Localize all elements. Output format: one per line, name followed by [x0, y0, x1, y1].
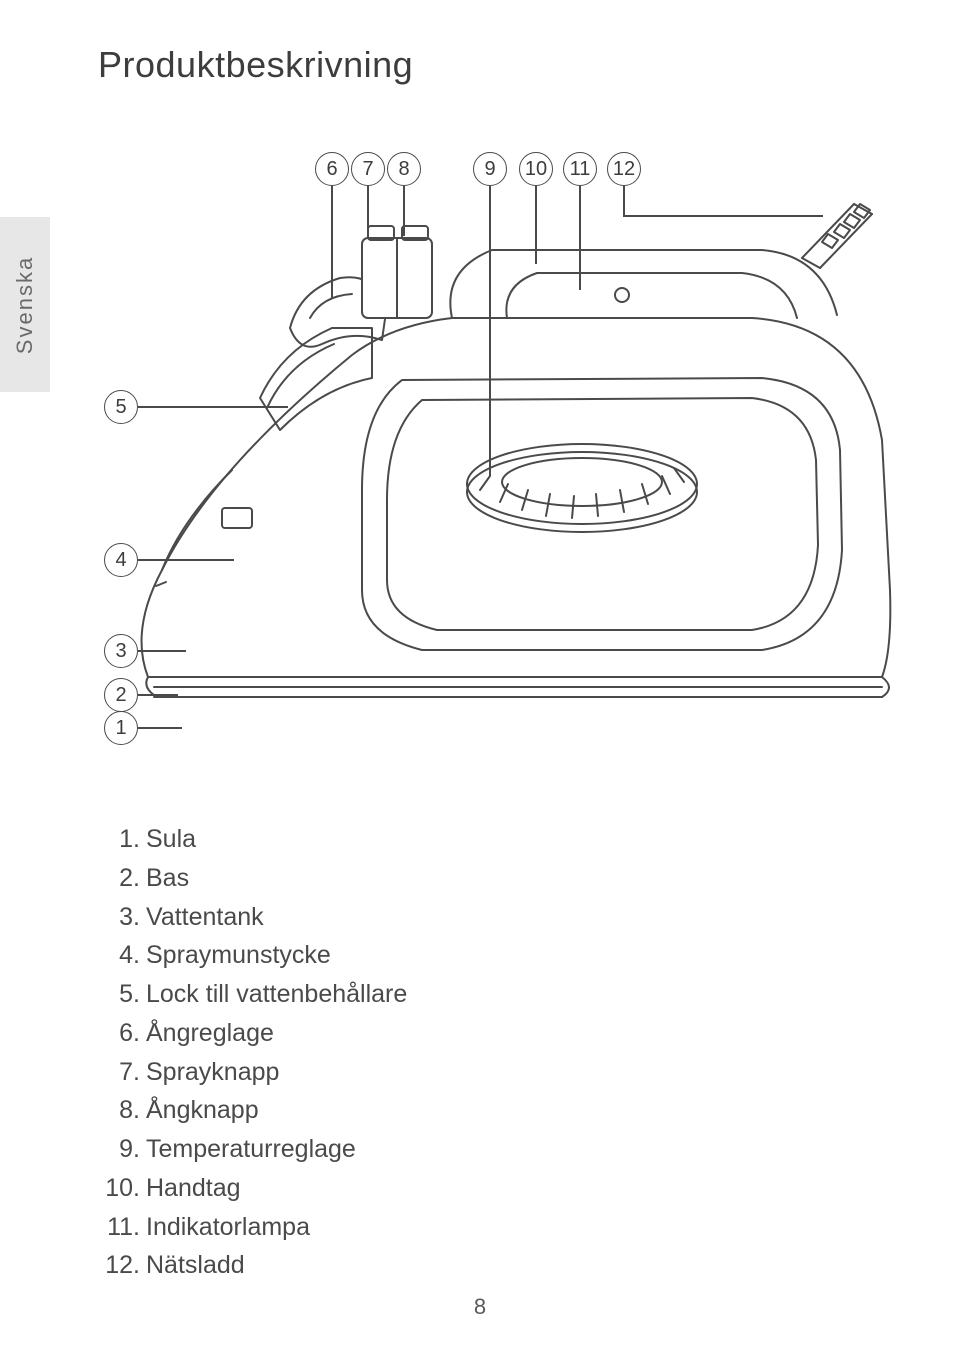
callout-6: 6: [315, 152, 349, 186]
callout-4-num: 4: [115, 549, 126, 572]
parts-list-number: 8.: [100, 1091, 146, 1130]
language-label: Svenska: [12, 255, 38, 353]
parts-list-item: 10.Handtag: [100, 1169, 407, 1208]
parts-list-number: 6.: [100, 1014, 146, 1053]
parts-list-item: 12.Nätsladd: [100, 1246, 407, 1285]
parts-list-number: 9.: [100, 1130, 146, 1169]
callout-7-num: 7: [362, 158, 373, 181]
parts-list-text: Nätsladd: [146, 1246, 245, 1285]
parts-list-item: 5.Lock till vattenbehållare: [100, 975, 407, 1014]
product-diagram: 1 2 3 4 5 6 7 8 9 10 11 12: [62, 130, 902, 710]
callout-9-num: 9: [484, 158, 495, 181]
parts-list-number: 4.: [100, 936, 146, 975]
parts-list: 1.Sula2.Bas3.Vattentank4.Spraymunstycke5…: [100, 820, 407, 1285]
leader-4: [138, 559, 234, 561]
parts-list-text: Temperaturreglage: [146, 1130, 356, 1169]
parts-list-text: Handtag: [146, 1169, 241, 1208]
parts-list-text: Lock till vattenbehållare: [146, 975, 407, 1014]
callout-1: 1: [104, 711, 138, 745]
callout-4: 4: [104, 543, 138, 577]
callout-3: 3: [104, 634, 138, 668]
leader-2: [138, 694, 178, 696]
parts-list-number: 10.: [100, 1169, 146, 1208]
callout-5: 5: [104, 390, 138, 424]
parts-list-text: Vattentank: [146, 898, 264, 937]
parts-list-item: 8.Ångknapp: [100, 1091, 407, 1130]
parts-list-number: 11.: [100, 1208, 146, 1247]
callout-11-num: 11: [570, 158, 591, 181]
callout-2: 2: [104, 678, 138, 712]
callout-6-num: 6: [326, 158, 337, 181]
parts-list-text: Ångknapp: [146, 1091, 259, 1130]
leader-10: [535, 186, 537, 264]
leader-12: [623, 186, 625, 216]
leader-6: [331, 186, 333, 298]
iron-drawing: [62, 130, 902, 710]
callout-11: 11: [563, 152, 597, 186]
callout-7: 7: [351, 152, 385, 186]
parts-list-number: 5.: [100, 975, 146, 1014]
parts-list-number: 1.: [100, 820, 146, 859]
parts-list-item: 3.Vattentank: [100, 898, 407, 937]
callout-8: 8: [387, 152, 421, 186]
parts-list-item: 6.Ångreglage: [100, 1014, 407, 1053]
parts-list-text: Spraymunstycke: [146, 936, 331, 975]
parts-list-text: Ångreglage: [146, 1014, 274, 1053]
leader-5: [138, 406, 288, 408]
parts-list-item: 2.Bas: [100, 859, 407, 898]
callout-8-num: 8: [398, 158, 409, 181]
leader-3: [138, 650, 186, 652]
page-title: Produktbeskrivning: [98, 44, 413, 86]
callout-12: 12: [607, 152, 641, 186]
callout-10: 10: [519, 152, 553, 186]
callout-12-num: 12: [613, 158, 635, 181]
parts-list-text: Sula: [146, 820, 196, 859]
callout-1-num: 1: [115, 717, 126, 740]
parts-list-item: 9.Temperaturreglage: [100, 1130, 407, 1169]
page-number: 8: [474, 1294, 486, 1320]
parts-list-text: Bas: [146, 859, 189, 898]
language-tab: Svenska: [0, 217, 50, 392]
callout-3-num: 3: [115, 640, 126, 663]
parts-list-number: 3.: [100, 898, 146, 937]
parts-list-item: 4.Spraymunstycke: [100, 936, 407, 975]
callout-10-num: 10: [525, 158, 547, 181]
callout-9: 9: [473, 152, 507, 186]
leader-7: [367, 186, 369, 236]
parts-list-item: 7.Sprayknapp: [100, 1053, 407, 1092]
leader-1: [138, 727, 182, 729]
leader-12b: [623, 215, 823, 217]
parts-list-number: 12.: [100, 1246, 146, 1285]
callout-2-num: 2: [115, 684, 126, 707]
parts-list-number: 2.: [100, 859, 146, 898]
parts-list-item: 11.Indikatorlampa: [100, 1208, 407, 1247]
parts-list-text: Indikatorlampa: [146, 1208, 310, 1247]
leader-8: [403, 186, 405, 236]
parts-list-text: Sprayknapp: [146, 1053, 279, 1092]
parts-list-item: 1.Sula: [100, 820, 407, 859]
leader-9: [489, 186, 491, 476]
callout-5-num: 5: [115, 396, 126, 419]
leader-11: [579, 186, 581, 290]
parts-list-number: 7.: [100, 1053, 146, 1092]
